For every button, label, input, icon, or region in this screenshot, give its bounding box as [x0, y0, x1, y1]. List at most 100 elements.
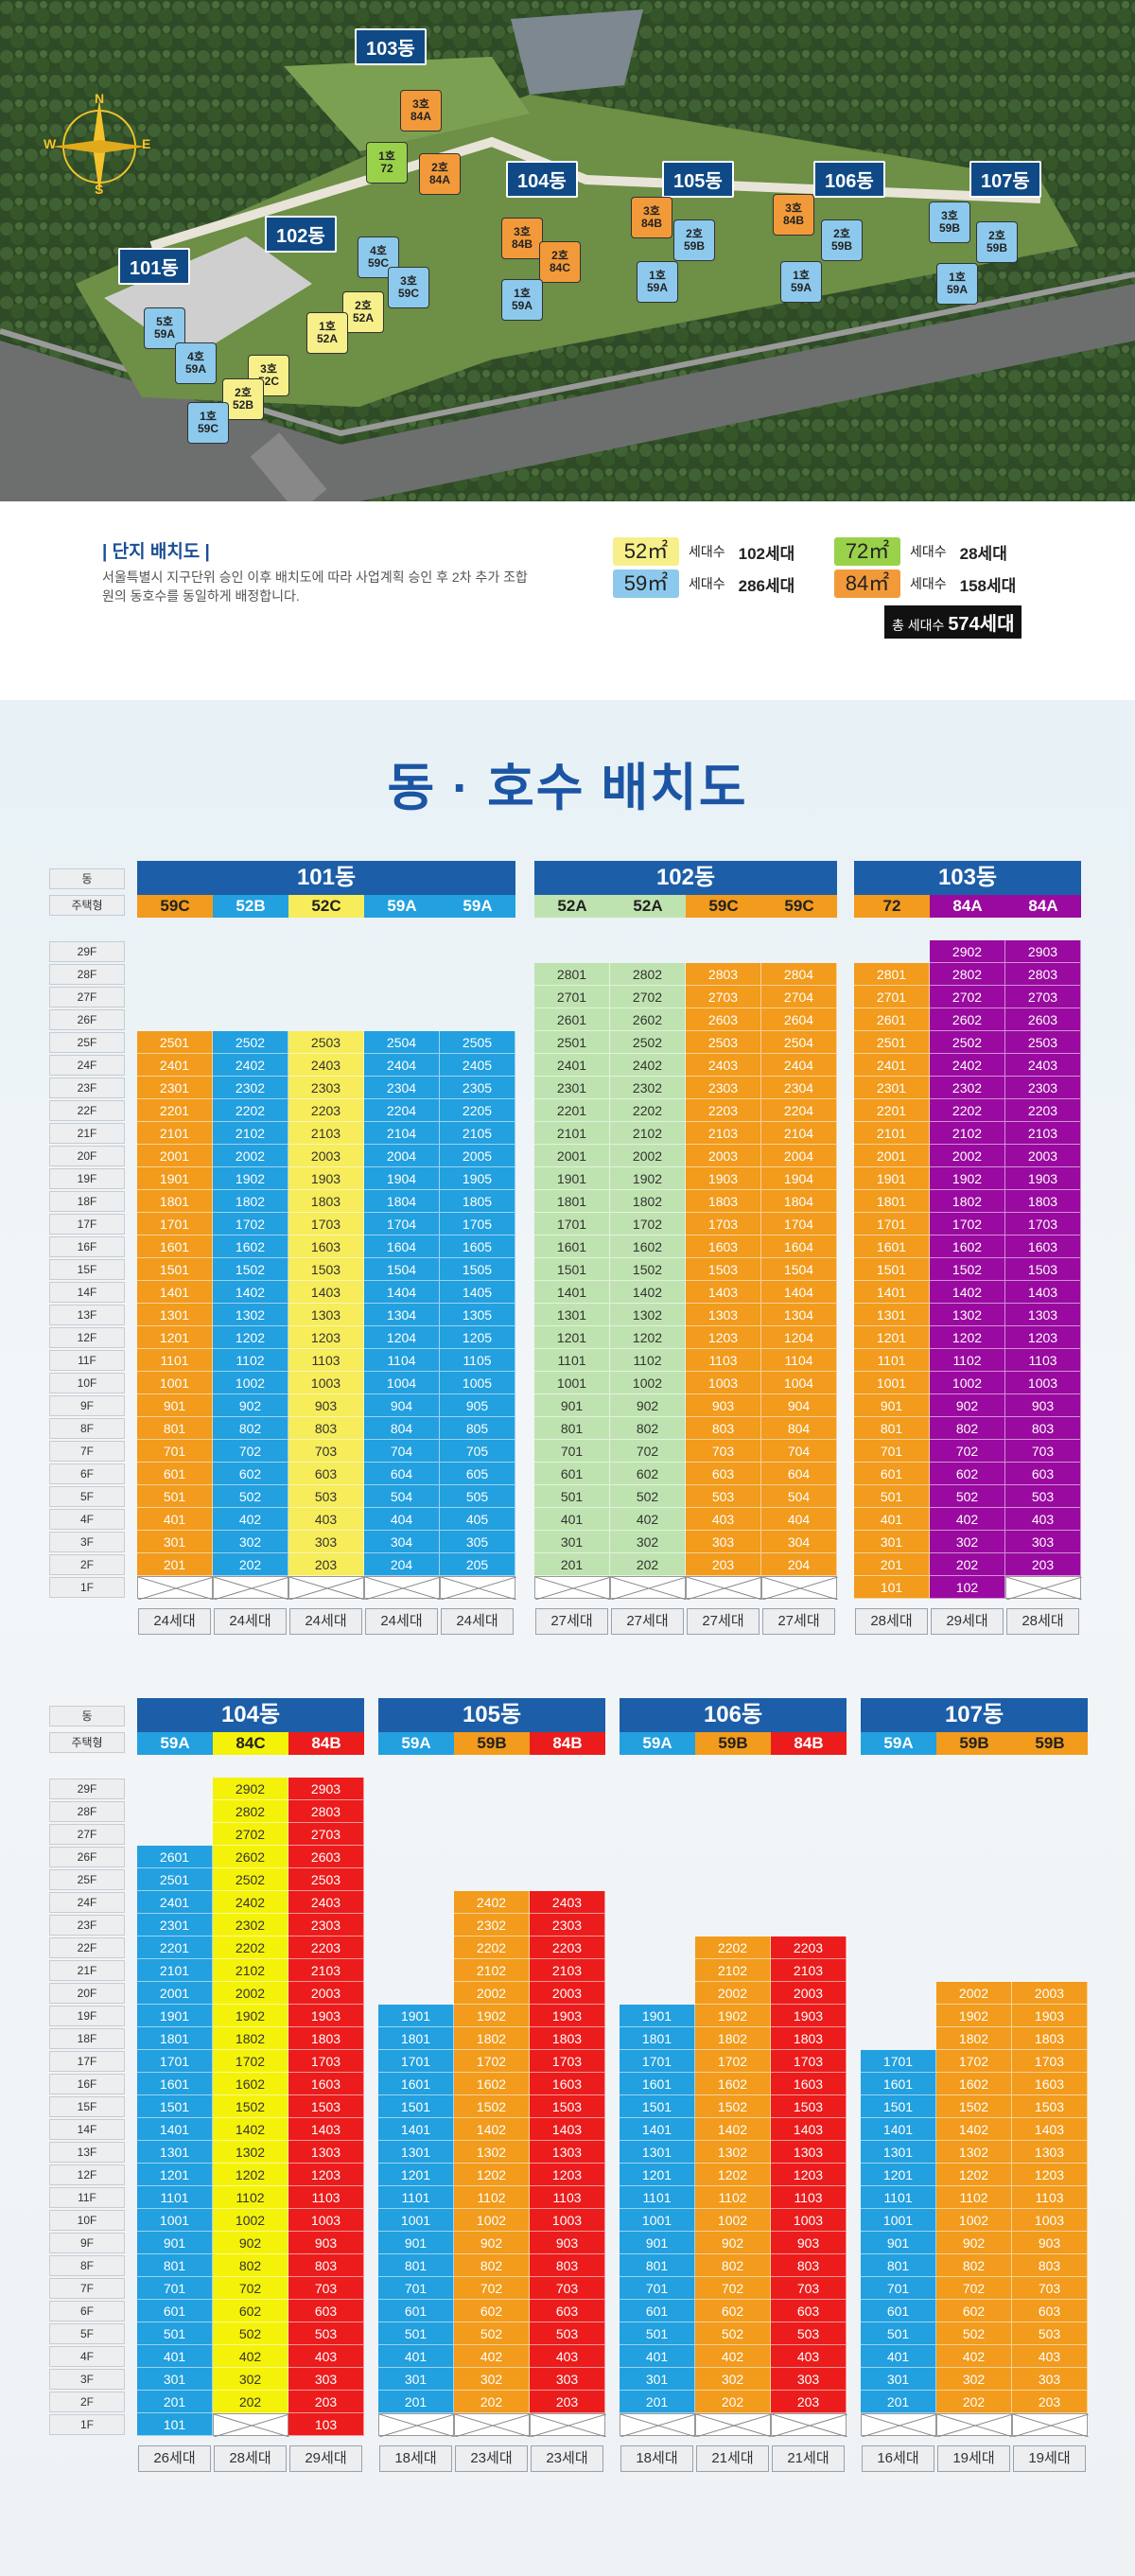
unit-type-header: 59C — [761, 895, 837, 918]
unit-cell: 2604 — [761, 1008, 837, 1031]
empty-unit-cell — [610, 1576, 687, 1600]
unit-cell: 2201 — [854, 1099, 930, 1122]
unit-cell: 2001 — [854, 1145, 930, 1167]
household-count: 19세대 — [1013, 2445, 1086, 2472]
building-header: 104동 — [137, 1698, 364, 1732]
unit-cell: 303 — [288, 2368, 364, 2391]
unit-cell: 1502 — [930, 1258, 1005, 1281]
unit-cell: 1701 — [378, 2050, 454, 2073]
map-unit-tag: 1호 59A — [637, 261, 678, 303]
unit-cell: 404 — [761, 1508, 837, 1531]
unit-cell: 202 — [930, 1553, 1005, 1576]
unit-cell: 804 — [761, 1417, 837, 1440]
unit-cell: 801 — [861, 2254, 936, 2277]
unit-cell: 1103 — [1012, 2186, 1088, 2209]
unit-cell: 1703 — [530, 2050, 605, 2073]
map-building-label: 103동 — [355, 28, 427, 65]
unit-cell: 1801 — [620, 2027, 695, 2050]
map-unit-type: 59A — [511, 299, 533, 312]
unit-cell: 1503 — [530, 2095, 605, 2118]
unit-cell: 2204 — [364, 1099, 440, 1122]
unit-cell: 101 — [137, 2413, 213, 2436]
floor-label: 28F — [49, 964, 125, 985]
unit-cell: 1303 — [530, 2141, 605, 2164]
unit-cell: 2504 — [364, 1031, 440, 1054]
floor-label: 15F — [49, 2096, 125, 2117]
unit-cell: 1101 — [378, 2186, 454, 2209]
map-unit-type: 52A — [316, 332, 338, 345]
unit-cell: 1501 — [620, 2095, 695, 2118]
map-building-label: 106동 — [813, 161, 885, 198]
unit-cell: 1101 — [137, 1349, 213, 1372]
unit-cell: 402 — [936, 2345, 1012, 2368]
legend-type-chip: 52㎡ — [613, 537, 679, 566]
unit-cell: 602 — [610, 1463, 686, 1485]
unit-cell: 303 — [1012, 2368, 1088, 2391]
unit-cell: 401 — [137, 2345, 213, 2368]
floor-label: 18F — [49, 2028, 125, 2049]
empty-unit-cell — [213, 2413, 289, 2437]
map-unit-no: 3호 — [260, 362, 277, 376]
map-unit-type: 84A — [428, 173, 450, 186]
unit-cell: 2101 — [854, 1122, 930, 1145]
floor-label: 27F — [49, 1824, 125, 1845]
unit-cell: 2103 — [686, 1122, 761, 1145]
unit-cell: 302 — [213, 1531, 288, 1553]
unit-cell: 1101 — [620, 2186, 695, 2209]
unit-cell: 1901 — [137, 1167, 213, 1190]
map-unit-tag: 1호 59C — [187, 402, 229, 444]
floor-label: 17F — [49, 1214, 125, 1235]
unit-cell: 601 — [137, 2300, 213, 2322]
unit-cell: 505 — [440, 1485, 515, 1508]
household-count: 21세대 — [696, 2445, 769, 2472]
unit-cell: 1302 — [610, 1304, 686, 1326]
unit-cell: 1705 — [440, 1213, 515, 1235]
unit-cell: 1603 — [530, 2073, 605, 2095]
unit-cell: 2501 — [137, 1031, 213, 1054]
unit-cell: 702 — [213, 1440, 288, 1463]
floor-label: 12F — [49, 2164, 125, 2185]
unit-cell: 1103 — [771, 2186, 847, 2209]
unit-type-header: 59A — [620, 1732, 695, 1755]
unit-cell: 1403 — [1005, 1281, 1081, 1304]
compass-letter: N — [95, 91, 105, 106]
map-unit-no: 1호 — [319, 320, 336, 333]
unit-cell: 1101 — [137, 2186, 213, 2209]
floor-label: 21F — [49, 1123, 125, 1144]
map-unit-tag: 2호 52A — [342, 291, 384, 333]
unit-cell: 601 — [137, 1463, 213, 1485]
unit-cell: 2502 — [610, 1031, 686, 1054]
legend-count: 158세대 — [959, 576, 1017, 595]
section-title: 동 · 호수 배치도 — [387, 760, 748, 816]
unit-cell: 1501 — [137, 2095, 213, 2118]
unit-cell: 501 — [378, 2322, 454, 2345]
unit-cell: 1704 — [761, 1213, 837, 1235]
unit-cell: 2202 — [930, 1099, 1005, 1122]
unit-type-header: 59C — [686, 895, 761, 918]
unit-cell: 703 — [686, 1440, 761, 1463]
unit-cell: 1103 — [1005, 1349, 1081, 1372]
unit-cell: 1003 — [771, 2209, 847, 2232]
unit-cell: 2501 — [534, 1031, 610, 1054]
unit-cell: 2302 — [930, 1077, 1005, 1099]
map-unit-tag: 3호 84B — [501, 218, 543, 259]
unit-type-header: 59A — [364, 895, 440, 918]
unit-cell: 1001 — [534, 1372, 610, 1394]
unit-cell: 201 — [137, 1553, 213, 1576]
unit-cell: 202 — [936, 2391, 1012, 2413]
unit-cell: 2503 — [686, 1031, 761, 1054]
map-unit-tag: 3호 84B — [773, 194, 814, 236]
legend-label: 세대수 — [910, 576, 947, 591]
floor-label: 6F — [49, 2301, 125, 2322]
unit-cell: 802 — [930, 1417, 1005, 1440]
unit-cell: 1903 — [288, 2005, 364, 2027]
floor-label: 13F — [49, 2142, 125, 2163]
unit-cell: 704 — [761, 1440, 837, 1463]
map-unit-no: 2호 — [686, 227, 703, 240]
unit-type-header: 59A — [137, 1732, 213, 1755]
unit-cell: 1503 — [1005, 1258, 1081, 1281]
unit-cell: 2803 — [686, 963, 761, 986]
unit-cell: 302 — [454, 2368, 530, 2391]
unit-cell: 2403 — [288, 1891, 364, 1914]
unit-cell: 2003 — [771, 1982, 847, 2005]
